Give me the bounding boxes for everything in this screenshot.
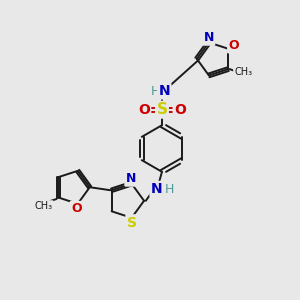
- Text: N: N: [204, 32, 214, 44]
- Text: O: O: [174, 103, 186, 117]
- Text: S: S: [127, 216, 136, 230]
- Text: S: S: [156, 102, 167, 117]
- Text: O: O: [71, 202, 82, 215]
- Text: H: H: [151, 85, 160, 98]
- Text: CH₃: CH₃: [34, 201, 52, 211]
- Text: N: N: [151, 182, 162, 196]
- Text: N: N: [126, 172, 136, 185]
- Text: H: H: [164, 183, 174, 196]
- Text: O: O: [228, 39, 239, 52]
- Text: N: N: [158, 84, 170, 98]
- Text: CH₃: CH₃: [234, 67, 252, 77]
- Text: O: O: [138, 103, 150, 117]
